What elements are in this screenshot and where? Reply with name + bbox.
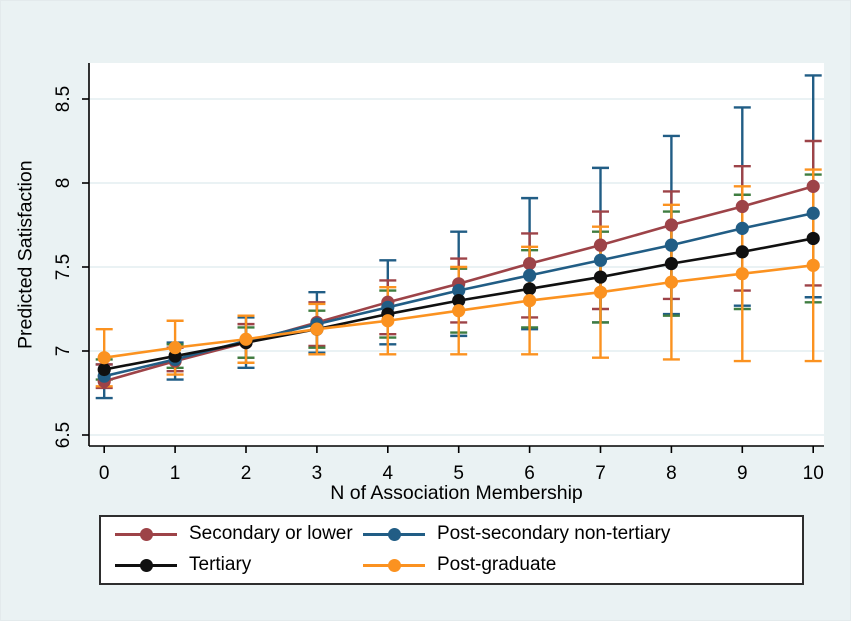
legend-label: Post-graduate — [437, 554, 557, 576]
legend-marker-icon — [363, 527, 425, 541]
legend-item: Secondary or lower — [115, 523, 363, 545]
legend-marker-icon — [363, 558, 425, 572]
data-point — [593, 270, 608, 284]
y-tick-label: 6.5 — [53, 422, 74, 448]
plot-area — [89, 63, 824, 446]
data-point — [664, 218, 679, 232]
data-point — [452, 304, 466, 318]
legend: Secondary or lower Post-secondary non-ter… — [99, 515, 804, 585]
data-point — [735, 267, 749, 281]
data-point — [735, 199, 749, 214]
legend-marker-icon — [115, 558, 177, 572]
y-tick-label: 7 — [53, 346, 74, 357]
legend-marker-icon — [115, 527, 177, 541]
data-point — [806, 206, 820, 220]
legend-item: Post-secondary non-tertiary — [363, 523, 802, 545]
data-point — [523, 294, 537, 308]
data-point — [806, 258, 820, 272]
data-point — [664, 238, 679, 252]
y-tick-label: 8.5 — [53, 86, 74, 112]
data-point — [523, 282, 537, 296]
data-point — [452, 294, 466, 308]
x-tick-label: 2 — [241, 463, 252, 484]
data-point — [168, 341, 182, 355]
data-point — [593, 238, 608, 252]
data-point — [523, 268, 537, 282]
y-tick-label: 8 — [53, 178, 74, 189]
data-point — [97, 362, 111, 377]
data-point — [664, 257, 679, 271]
x-tick-label: 8 — [666, 463, 677, 484]
x-tick-label: 4 — [383, 463, 394, 484]
data-point — [806, 179, 820, 193]
y-tick-label: 7.5 — [53, 254, 74, 280]
data-point — [381, 314, 395, 328]
y-axis-title: Predicted Satisfaction — [14, 160, 37, 349]
data-point — [97, 351, 111, 365]
legend-item: Tertiary — [115, 554, 363, 576]
legend-label: Post-secondary non-tertiary — [437, 523, 671, 545]
data-point — [452, 283, 466, 298]
x-tick-label: 10 — [803, 463, 824, 484]
legend-item: Post-graduate — [363, 554, 802, 576]
x-tick-label: 3 — [312, 463, 323, 484]
data-point — [735, 221, 749, 235]
x-tick-label: 9 — [737, 463, 748, 484]
x-tick-label: 6 — [524, 463, 535, 484]
legend-label: Tertiary — [189, 554, 252, 576]
x-tick-label: 7 — [595, 463, 606, 484]
data-point — [593, 285, 608, 299]
x-tick-label: 5 — [453, 463, 464, 484]
data-point — [239, 332, 253, 346]
data-point — [310, 322, 324, 336]
x-tick-label: 1 — [170, 463, 181, 484]
data-point — [593, 253, 608, 267]
data-point — [735, 245, 749, 259]
x-tick-label: 0 — [99, 463, 110, 484]
data-point — [664, 275, 679, 289]
legend-label: Secondary or lower — [189, 523, 353, 545]
x-axis-title: N of Association Membership — [330, 482, 583, 504]
data-point — [806, 231, 820, 246]
data-point — [523, 257, 537, 271]
